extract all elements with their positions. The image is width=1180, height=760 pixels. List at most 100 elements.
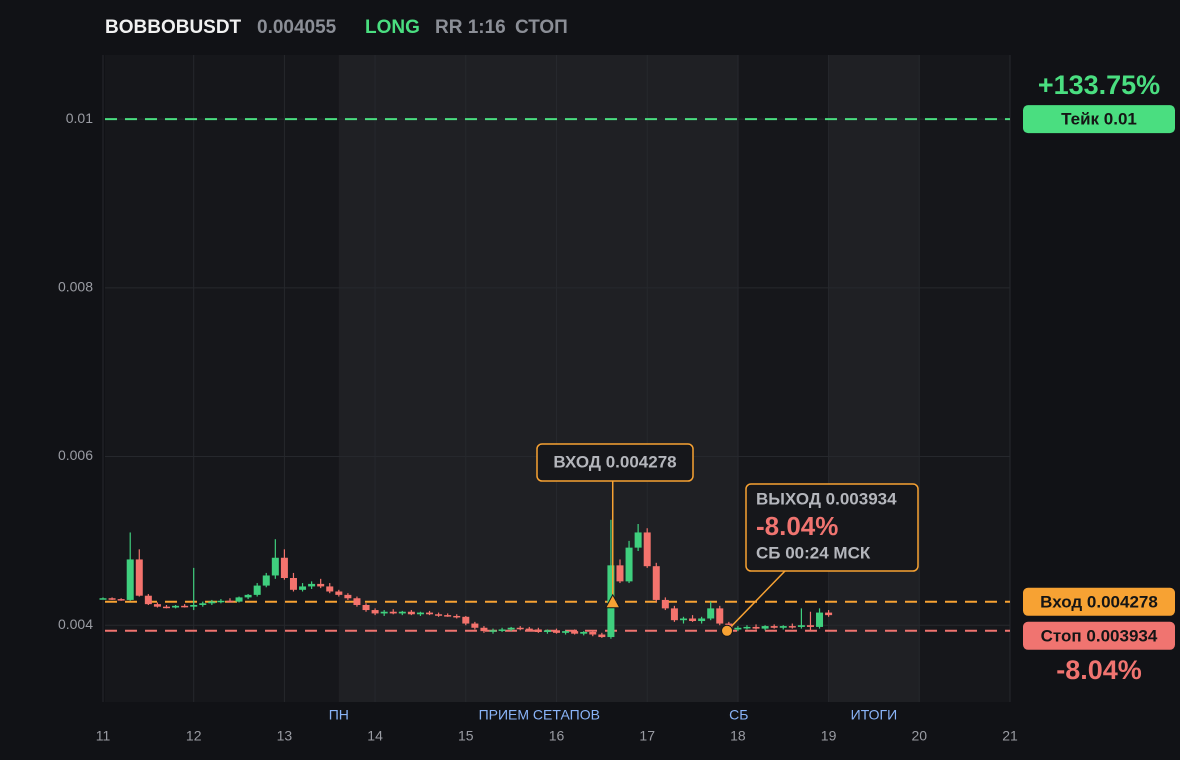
candle-body xyxy=(362,604,370,611)
candle-body xyxy=(761,626,769,629)
candle-body xyxy=(199,603,207,605)
status: СТОП xyxy=(515,17,568,38)
candle-body xyxy=(262,575,270,586)
exit-connector xyxy=(726,570,786,632)
candle-body xyxy=(634,532,642,548)
candle-body xyxy=(208,601,216,604)
session-label: ПРИЕМ СЕТАПОВ xyxy=(479,707,600,723)
level-label: Стоп 0.003934 xyxy=(1041,626,1158,645)
candle-body xyxy=(553,630,560,633)
x-tick-label: 16 xyxy=(549,728,565,744)
price: 0.004055 xyxy=(257,17,337,38)
level-badge xyxy=(1023,105,1175,134)
candle-body xyxy=(353,598,361,605)
candle-body xyxy=(580,631,588,634)
candle-body xyxy=(144,595,152,605)
entry-marker xyxy=(604,593,621,609)
level-label: Вход 0.004278 xyxy=(1040,592,1158,611)
candle-body xyxy=(117,599,125,601)
candle-body xyxy=(507,627,515,630)
exit-marker xyxy=(721,624,734,637)
x-tick-label: 12 xyxy=(186,728,202,744)
x-tick-label: 11 xyxy=(96,728,111,744)
level-badge xyxy=(1023,621,1175,650)
session-label: ПН xyxy=(329,707,349,723)
y-tick-label: 0.004 xyxy=(58,616,93,632)
candle-body xyxy=(825,612,833,616)
candle-body xyxy=(181,605,189,608)
candle-body xyxy=(371,610,379,614)
candle-body xyxy=(670,608,678,621)
x-tick-label: 19 xyxy=(821,728,837,744)
candle-body xyxy=(335,591,343,595)
candle-body xyxy=(689,618,697,622)
candle-body xyxy=(770,626,778,628)
candle-body xyxy=(153,604,161,607)
candle-body xyxy=(679,618,687,621)
candle-body xyxy=(743,626,751,629)
session-shade xyxy=(828,55,920,702)
candle-body xyxy=(253,585,261,595)
x-tick-label: 17 xyxy=(639,728,655,744)
candle-body xyxy=(435,614,443,616)
candle-body xyxy=(661,599,669,609)
candle-body xyxy=(489,630,497,632)
candle-body xyxy=(380,611,388,614)
candle-body xyxy=(326,586,334,592)
candle-body xyxy=(289,577,297,590)
candle-body xyxy=(806,625,814,627)
candle-body xyxy=(235,597,243,602)
candle-body xyxy=(462,616,470,624)
candle-body xyxy=(534,629,542,632)
candle-body xyxy=(788,626,796,628)
candle-body xyxy=(525,628,533,631)
x-tick-label: 20 xyxy=(912,728,928,744)
side: LONG xyxy=(365,17,420,38)
exit-box xyxy=(745,483,919,572)
candle-body xyxy=(589,631,597,635)
candle-body xyxy=(226,600,234,603)
candle-body xyxy=(797,625,805,627)
y-tick-label: 0.008 xyxy=(58,279,93,295)
session-label: ИТОГИ xyxy=(851,707,898,723)
candle-body xyxy=(562,631,570,633)
candle-body xyxy=(344,594,352,599)
candle-body xyxy=(816,612,824,627)
y-tick-label: 0.006 xyxy=(58,447,93,463)
risk-reward: RR 1:16 xyxy=(435,17,506,38)
candle-body xyxy=(643,532,651,567)
candle-body xyxy=(190,604,198,607)
candle-body xyxy=(734,627,742,630)
candle-body xyxy=(571,631,579,634)
candle-body xyxy=(779,626,787,628)
level-percent: +133.75% xyxy=(1038,70,1160,100)
candle-body xyxy=(308,583,316,587)
candle-body xyxy=(244,594,252,598)
entry-label: ВХОД 0.004278 xyxy=(553,452,676,471)
candle-body xyxy=(162,606,170,609)
candle-body xyxy=(398,611,406,614)
candle-body xyxy=(543,630,551,632)
x-tick-label: 14 xyxy=(367,728,383,744)
candle-body xyxy=(416,612,424,615)
symbol: BOBBOBUSDT xyxy=(105,17,242,38)
candle-body xyxy=(172,605,180,608)
exit-label: ВЫХОД 0.003934 xyxy=(756,489,897,508)
candle-body xyxy=(453,615,461,618)
level-label: Тейк 0.01 xyxy=(1061,110,1137,129)
candle-body xyxy=(280,557,288,578)
candle-body xyxy=(716,608,724,624)
x-tick-label: 18 xyxy=(730,728,746,744)
candle-body xyxy=(99,598,107,600)
candle-body xyxy=(108,598,116,600)
candle-body xyxy=(752,626,760,629)
x-tick-label: 15 xyxy=(458,728,474,744)
level-percent: -8.04% xyxy=(1056,655,1142,685)
candle-body xyxy=(135,559,143,596)
candle-body xyxy=(317,583,325,587)
exit-percent: -8.04% xyxy=(756,511,838,541)
candle-body xyxy=(299,586,307,590)
candle-body xyxy=(480,627,488,632)
candle-body xyxy=(625,547,633,582)
